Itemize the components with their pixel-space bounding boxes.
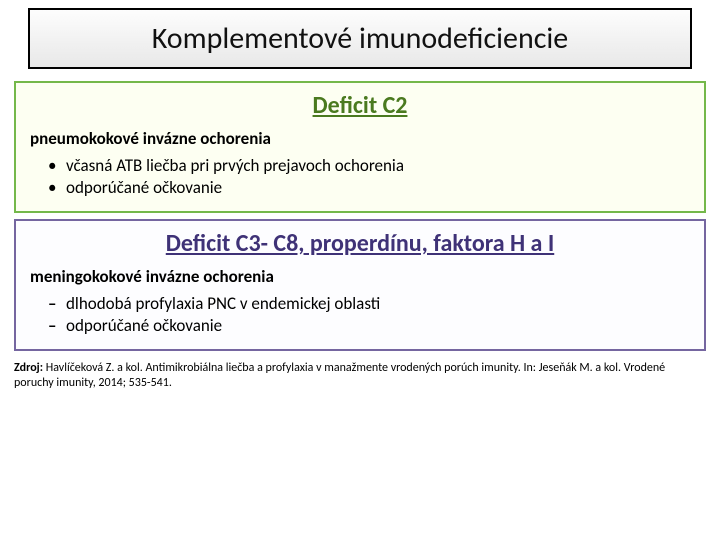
list-item: včasná ATB liečba pri prvých prejavoch o… [48, 155, 692, 177]
list-item: odporúčané očkovanie [48, 177, 692, 199]
panel-deficit-c3-c8: Deficit C3- C8, properdínu, faktora H a … [14, 219, 706, 351]
panel-deficit-c2: Deficit C2 pneumokokové invázne ochoreni… [14, 81, 706, 213]
slide-title: Komplementové imunodeficiencie [28, 8, 692, 69]
panel2-subhead: meningokokové invázne ochorenia [30, 266, 692, 287]
panel1-heading: Deficit C2 [28, 91, 692, 120]
panel2-list: dlhodobá profylaxia PNC v endemickej obl… [28, 293, 692, 337]
list-item: dlhodobá profylaxia PNC v endemickej obl… [48, 293, 692, 315]
list-item: odporúčané očkovanie [48, 315, 692, 337]
citation-text: Havlíčeková Z. a kol. Antimikrobiálna li… [14, 361, 665, 390]
citation: Zdroj: Havlíčeková Z. a kol. Antimikrobi… [14, 361, 706, 391]
panel1-list: včasná ATB liečba pri prvých prejavoch o… [28, 155, 692, 199]
panel1-subhead: pneumokokové invázne ochorenia [30, 128, 692, 149]
panel2-heading: Deficit C3- C8, properdínu, faktora H a … [28, 229, 692, 258]
citation-label: Zdroj: [14, 361, 43, 375]
